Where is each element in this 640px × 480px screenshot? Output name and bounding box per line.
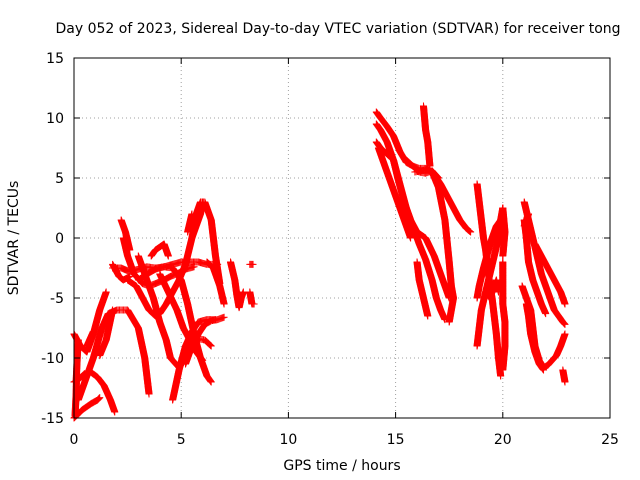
series-track-t4 xyxy=(74,306,153,404)
series-track-t23 xyxy=(246,288,258,308)
data-point xyxy=(94,395,102,403)
series-track-t21 xyxy=(227,258,247,312)
series-track-t19 xyxy=(147,240,172,260)
data-point xyxy=(102,288,110,296)
grid-lines xyxy=(74,58,610,418)
data-point xyxy=(145,390,153,398)
series-track-t15 xyxy=(169,316,220,404)
data-point xyxy=(96,394,104,402)
data-point xyxy=(95,394,103,402)
data-point xyxy=(89,328,97,336)
series-track-t30 xyxy=(419,102,434,170)
series-track-t6 xyxy=(83,328,97,350)
data-point xyxy=(190,263,198,271)
series-track-t7 xyxy=(96,306,117,360)
data-point xyxy=(111,408,119,416)
series-track-t22 xyxy=(246,260,257,268)
chart-title: Day 052 of 2023, Sidereal Day-to-day VTE… xyxy=(55,21,620,37)
data-points xyxy=(70,102,569,422)
data-point xyxy=(74,336,82,344)
data-point xyxy=(95,395,103,403)
data-point xyxy=(109,306,117,314)
